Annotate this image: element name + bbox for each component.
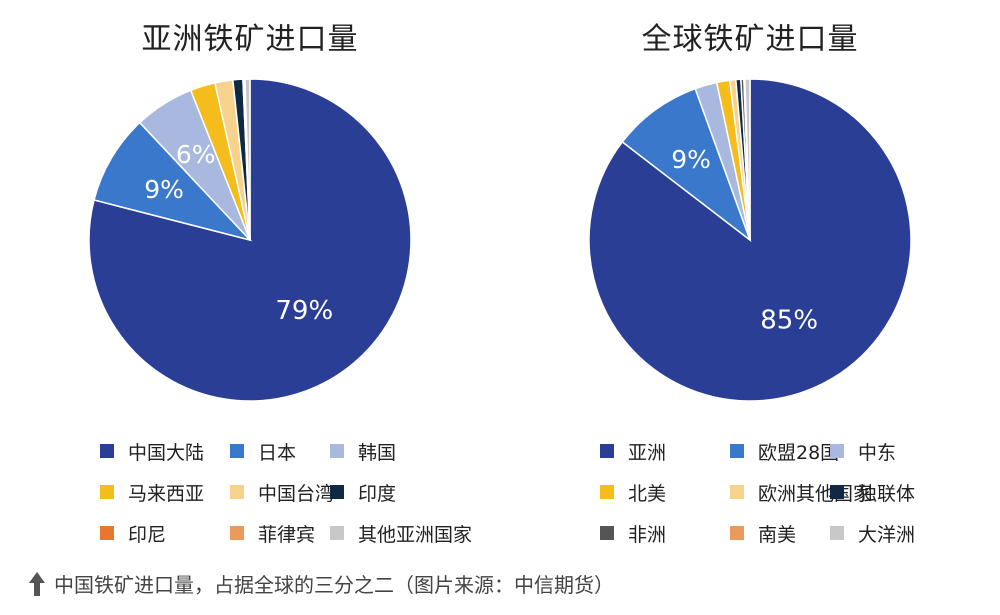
legend-label: 北美 — [628, 482, 667, 505]
legend-row: 亚洲 欧盟28国 中东 — [500, 436, 1000, 466]
legend-label: 南美 — [758, 523, 797, 546]
legend-item: 北美 — [600, 477, 666, 507]
legend-item: 欧盟28国 — [730, 436, 839, 466]
legend-item: 南美 — [730, 518, 796, 548]
legend-item: 中国大陆 — [100, 436, 204, 466]
legend-item: 非洲 — [600, 518, 666, 548]
legend-swatch — [600, 526, 614, 540]
legend-label: 印尼 — [128, 523, 167, 546]
legend-item: 菲律宾 — [230, 518, 315, 548]
legend-swatch — [730, 444, 744, 458]
legend-item: 印尼 — [100, 518, 166, 548]
legend-swatch — [100, 526, 114, 540]
legend-swatch — [730, 526, 744, 540]
legend-label: 菲律宾 — [258, 523, 316, 546]
legend-swatch — [230, 485, 244, 499]
pie-data-label-1: 9% — [671, 145, 711, 174]
legend-label: 中国台湾 — [258, 482, 335, 505]
legend-swatch — [830, 485, 844, 499]
legend-item: 印度 — [330, 477, 396, 507]
pie-slice-8 — [744, 78, 751, 241]
pie-slice-1 — [621, 87, 752, 243]
legend-item: 大洋洲 — [830, 518, 915, 548]
legend-item: 马来西亚 — [100, 477, 204, 507]
legend-item: 其他亚洲国家 — [330, 518, 472, 548]
legend-label: 日本 — [258, 441, 297, 464]
legend-item: 亚洲 — [600, 436, 666, 466]
legend-swatch — [600, 444, 614, 458]
legend-label: 大洋洲 — [858, 523, 916, 546]
pie-data-label-0: 79% — [275, 296, 333, 326]
pie-chart-global: 85% 9% — [588, 78, 912, 402]
legend-swatch — [830, 444, 844, 458]
legend-swatch — [330, 526, 344, 540]
legend-label: 马来西亚 — [128, 482, 205, 505]
legend-item: 中国台湾 — [230, 477, 334, 507]
legend-swatch — [330, 444, 344, 458]
caption-text: 中国铁矿进口量，占据全球的三分之二（图片来源：中信期货） — [54, 573, 614, 597]
legend-swatch — [330, 485, 344, 499]
legend-swatch — [830, 526, 844, 540]
legend-swatch — [730, 485, 744, 499]
pie-data-label-1: 9% — [144, 175, 184, 204]
legend-item: 韩国 — [330, 436, 396, 466]
chart-title: 全球铁矿进口量 — [641, 22, 859, 57]
pie-data-label-2: 6% — [176, 140, 216, 169]
pie-slice-8 — [244, 78, 251, 241]
legend-label: 韩国 — [358, 441, 397, 464]
legend-label: 非洲 — [628, 523, 667, 546]
legend-item: 中东 — [830, 436, 896, 466]
legend-swatch — [230, 526, 244, 540]
legend-label: 独联体 — [858, 482, 916, 505]
figure-caption: 中国铁矿进口量，占据全球的三分之二（图片来源：中信期货） — [28, 569, 614, 598]
legend-row: 北美 欧洲其他国家 独联体 — [500, 477, 1000, 507]
legend-row: 非洲 南美 大洋洲 — [500, 518, 1000, 548]
arrow-up-icon — [29, 571, 45, 596]
chart-title: 亚洲铁矿进口量 — [141, 22, 359, 57]
legend-label: 中国大陆 — [128, 441, 205, 464]
chart-panel-global: 全球铁矿进口量 85% 9% 亚洲 欧盟28国 中东北美 欧洲其他国家 独联体非洲 南美 大洋… — [500, 0, 1000, 560]
legend-swatch — [100, 485, 114, 499]
pie-slice-1 — [93, 121, 253, 242]
legend-item: 日本 — [230, 436, 296, 466]
legend-label: 亚洲 — [628, 441, 667, 464]
legend-label: 其他亚洲国家 — [358, 523, 473, 546]
legend-row: 马来西亚 中国台湾 印度 — [0, 477, 500, 507]
legend-label: 中东 — [858, 441, 897, 464]
legend-swatch — [230, 444, 244, 458]
legend-item: 独联体 — [830, 477, 915, 507]
pie-data-label-0: 85% — [760, 306, 818, 336]
legend-row: 印尼 菲律宾 其他亚洲国家 — [0, 518, 500, 548]
legend-label: 欧盟28国 — [758, 441, 840, 464]
pie-chart-asia: 79% 9% 6% — [88, 78, 412, 402]
chart-panel-asia: 亚洲铁矿进口量 79% 9% 6% 中国大陆 日本 韩国马来西亚 中国台湾 印度印尼 菲律宾 其… — [0, 0, 500, 560]
legend-label: 印度 — [358, 482, 397, 505]
legend-row: 中国大陆 日本 韩国 — [0, 436, 500, 466]
legend-swatch — [100, 444, 114, 458]
legend-swatch — [600, 485, 614, 499]
